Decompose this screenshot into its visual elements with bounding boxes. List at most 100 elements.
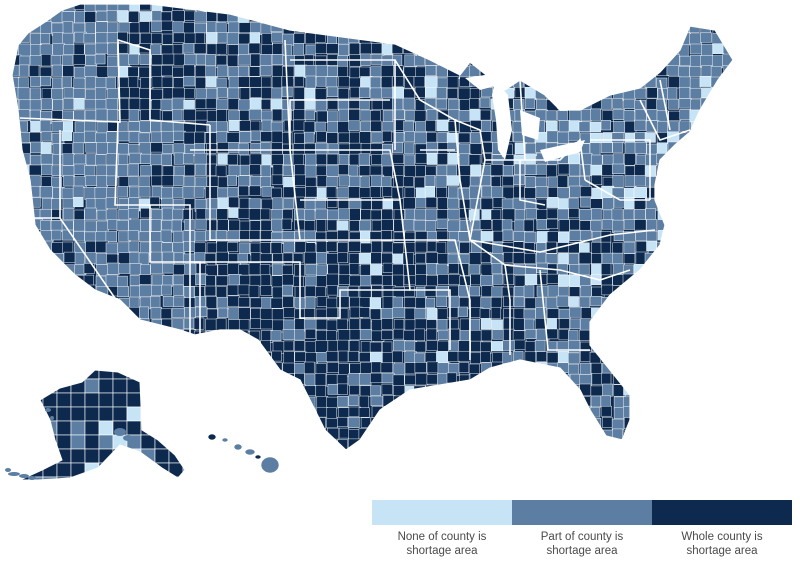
county-whole (712, 209, 725, 221)
county-part (480, 4, 494, 12)
county-part (227, 187, 239, 199)
county-part (733, 87, 745, 100)
county-whole (492, 21, 505, 34)
county-part (73, 286, 86, 299)
county-part (271, 54, 285, 65)
county-none (579, 440, 591, 450)
county-part (228, 142, 240, 154)
county-whole (217, 219, 229, 232)
county-part (668, 451, 678, 463)
county-part (12, 209, 20, 222)
county-whole (690, 373, 703, 386)
hawaii-island (221, 437, 229, 443)
county-part (17, 185, 30, 198)
county-whole (601, 451, 611, 464)
county-whole (140, 378, 156, 394)
county-part (492, 273, 503, 285)
county-part (513, 230, 526, 242)
county-whole (677, 4, 689, 12)
county-whole (701, 285, 714, 298)
county-whole (490, 306, 502, 319)
county-whole (415, 274, 427, 286)
county-whole (415, 297, 427, 309)
county-part (545, 253, 558, 265)
county-whole (217, 263, 230, 276)
county-whole (437, 4, 450, 12)
county-whole (403, 429, 415, 441)
county-whole (360, 318, 372, 330)
county-part (546, 362, 558, 374)
county-whole (568, 208, 580, 219)
county-part (12, 187, 20, 198)
county-part (491, 406, 505, 417)
county-part (172, 208, 185, 220)
county-whole (139, 4, 151, 11)
county-whole (260, 87, 273, 100)
county-whole (249, 66, 261, 77)
county-whole (337, 329, 351, 341)
county-whole (259, 242, 271, 256)
county-part (19, 64, 30, 77)
county-part (70, 370, 86, 380)
county-part (657, 44, 670, 58)
county-part (161, 351, 172, 365)
county-part (51, 318, 64, 332)
county-whole (602, 340, 613, 352)
county-part (689, 198, 702, 210)
county-part (215, 98, 229, 110)
county-part (29, 273, 42, 285)
county-whole (380, 362, 394, 374)
county-whole (238, 22, 252, 34)
county-whole (283, 394, 295, 405)
island (50, 416, 54, 420)
county-whole (349, 451, 360, 462)
hawaii-island (207, 433, 217, 441)
county-whole (502, 55, 514, 67)
county-whole (624, 307, 638, 318)
county-whole (206, 175, 219, 187)
county-part (360, 274, 373, 288)
county-whole (304, 341, 317, 354)
county-part (173, 175, 184, 186)
county-part (590, 22, 601, 36)
county-part (635, 318, 648, 331)
county-part (624, 76, 638, 90)
county-whole (425, 120, 436, 132)
county-part (51, 351, 64, 362)
county-part (160, 130, 174, 143)
county-whole (535, 406, 547, 418)
county-part (95, 340, 107, 353)
county-whole (635, 439, 646, 450)
county-part (62, 153, 75, 166)
county-whole (294, 351, 307, 362)
county-part (679, 76, 691, 89)
county-whole (260, 406, 272, 419)
county-part (535, 75, 549, 89)
county-part (270, 121, 283, 133)
county-part (183, 396, 195, 409)
county-none (30, 121, 42, 132)
county-whole (98, 392, 114, 408)
county-whole (294, 219, 306, 231)
county-whole (205, 186, 218, 200)
county-part (579, 362, 591, 375)
county-none (721, 4, 733, 10)
county-part (12, 341, 18, 355)
county-part (657, 4, 668, 12)
county-whole (304, 220, 316, 233)
county-whole (183, 363, 196, 375)
county-whole (646, 54, 657, 66)
county-whole (668, 110, 681, 121)
island (114, 428, 126, 436)
county-none (447, 153, 459, 165)
county-part (12, 174, 19, 186)
county-none (370, 263, 383, 276)
county-whole (112, 378, 128, 394)
county-part (150, 339, 164, 352)
county-whole (470, 440, 482, 450)
county-whole (182, 370, 185, 380)
county-whole (140, 396, 153, 409)
county-part (392, 340, 406, 352)
county-whole (270, 297, 283, 309)
county-whole (547, 186, 559, 198)
